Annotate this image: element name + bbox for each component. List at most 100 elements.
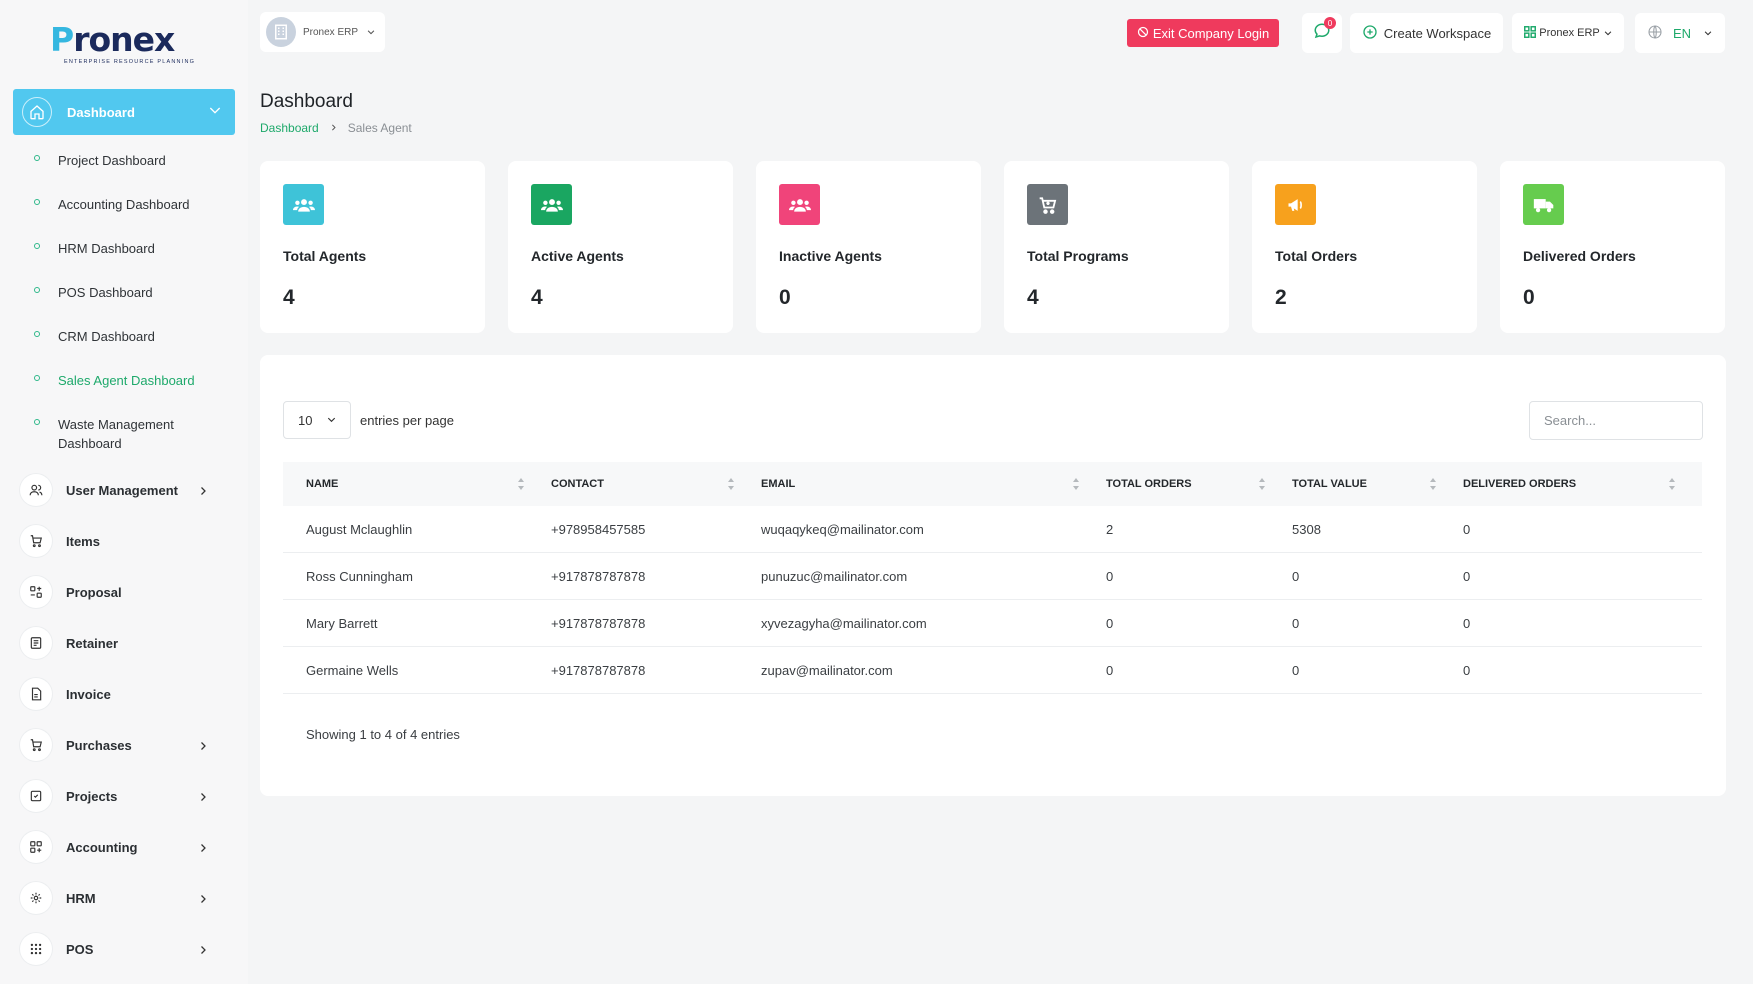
bullet-icon <box>34 331 40 337</box>
sidebar-item-invoice[interactable]: Invoice <box>20 677 235 711</box>
chevron-down-icon <box>1703 26 1713 41</box>
sidebar-item-pos[interactable]: POS <box>20 932 235 966</box>
sort-icon[interactable] <box>517 477 525 496</box>
create-workspace-button[interactable]: Create Workspace <box>1350 13 1503 53</box>
breadcrumb-link-dashboard[interactable]: Dashboard <box>260 121 319 135</box>
stat-card-total-orders: Total Orders 2 <box>1252 161 1477 333</box>
sidebar-item-label: Purchases <box>66 737 132 753</box>
sidebar-subitem-label: Project Dashboard <box>58 153 166 168</box>
sidebar-subitem-label: POS Dashboard <box>58 285 153 300</box>
users-icon <box>20 474 52 506</box>
sidebar-item-proposal[interactable]: Proposal <box>20 575 235 609</box>
users-icon <box>283 184 324 225</box>
table-row: August Mclaughlin +978958457585 wuqaqyke… <box>283 506 1702 553</box>
sidebar-item-hrm[interactable]: HRM <box>20 881 235 915</box>
column-header-name[interactable]: NAME <box>306 462 338 506</box>
sidebar-subitem-project-dashboard[interactable]: Project Dashboard <box>34 151 218 170</box>
bullet-icon <box>34 375 40 381</box>
chevron-right-icon <box>197 892 209 910</box>
column-header-label: DELIVERED ORDERS <box>1463 478 1577 490</box>
table-row: Mary Barrett +917878787878 xyvezagyha@ma… <box>283 600 1702 647</box>
cart-icon <box>1027 184 1068 225</box>
stat-value: 4 <box>283 286 295 309</box>
sidebar-subitem-accounting-dashboard[interactable]: Accounting Dashboard <box>34 195 218 214</box>
bullet-icon <box>34 199 40 205</box>
cell-total-orders: 0 <box>1106 663 1114 678</box>
cell-contact: +917878787878 <box>551 569 646 584</box>
column-header-total-orders[interactable]: TOTAL ORDERS <box>1106 462 1192 506</box>
invoice-icon <box>20 678 52 710</box>
column-header-label: TOTAL ORDERS <box>1106 478 1192 490</box>
sidebar-subitem-crm-dashboard[interactable]: CRM Dashboard <box>34 327 218 346</box>
company-name: Pronex ERP <box>303 26 359 38</box>
sort-icon[interactable] <box>1429 477 1437 496</box>
column-header-label: NAME <box>306 478 339 490</box>
sidebar-item-purchases[interactable]: Purchases <box>20 728 235 762</box>
column-header-email[interactable]: EMAIL <box>761 462 795 506</box>
sidebar-item-accounting[interactable]: Accounting <box>20 830 235 864</box>
sidebar-item-user-management[interactable]: User Management <box>20 473 235 507</box>
chevron-right-icon <box>197 790 209 808</box>
sort-icon[interactable] <box>1668 477 1676 496</box>
company-selector[interactable]: Pronex ERP <box>260 12 385 52</box>
notification-count-badge: 0 <box>1324 17 1336 29</box>
sidebar-item-label: Proposal <box>66 584 122 600</box>
sidebar-item-dashboard[interactable]: Dashboard <box>13 89 235 135</box>
chevron-right-icon <box>197 484 209 502</box>
cell-total-orders: 0 <box>1106 616 1114 631</box>
bullet-icon <box>34 419 40 425</box>
sidebar-subitem-hrm-dashboard[interactable]: HRM Dashboard <box>34 239 218 258</box>
sidebar-subitem-label: HRM Dashboard <box>58 241 155 256</box>
plus-circle-icon <box>1362 24 1378 43</box>
entries-per-page-select[interactable]: 10 <box>283 401 351 439</box>
bullet-icon <box>34 155 40 161</box>
sidebar-item-projects[interactable]: Projects <box>20 779 235 813</box>
sidebar-item-label: Retainer <box>66 635 119 651</box>
cell-name: Germaine Wells <box>306 663 399 678</box>
sidebar-item-label: User Management <box>66 482 178 498</box>
table-search-input[interactable] <box>1529 401 1703 440</box>
column-header-total-value[interactable]: TOTAL VALUE <box>1292 462 1367 506</box>
stat-card-total-agents: Total Agents 4 <box>260 161 485 333</box>
cell-total-value: 0 <box>1292 569 1300 584</box>
messages-button[interactable]: 0 <box>1302 13 1342 53</box>
stat-title: Total Orders <box>1275 248 1358 264</box>
sidebar-item-items[interactable]: Items <box>20 524 235 558</box>
workspace-selector[interactable]: Pronex ERP <box>1512 13 1624 53</box>
grid-icon <box>20 831 52 863</box>
sidebar-subitem-waste-management-dashboard[interactable]: Waste Management Dashboard <box>34 415 218 453</box>
stat-card-active-agents: Active Agents 4 <box>508 161 733 333</box>
table-row: Ross Cunningham +917878787878 punuzuc@ma… <box>283 553 1702 600</box>
column-header-label: CONTACT <box>551 478 604 490</box>
column-header-label: TOTAL VALUE <box>1292 478 1367 490</box>
cell-name: August Mclaughlin <box>306 522 413 537</box>
column-header-label: EMAIL <box>761 478 796 490</box>
cell-delivered-orders: 0 <box>1463 522 1471 537</box>
cell-email: zupav@mailinator.com <box>761 663 893 678</box>
table-row: Germaine Wells +917878787878 zupav@maili… <box>283 647 1702 694</box>
sort-icon[interactable] <box>727 477 735 496</box>
language-selector[interactable]: EN <box>1635 13 1725 53</box>
column-header-delivered-orders[interactable]: DELIVERED ORDERS <box>1463 462 1576 506</box>
bullet-icon <box>34 287 40 293</box>
sidebar-subitem-pos-dashboard[interactable]: POS Dashboard <box>34 283 218 302</box>
sidebar-item-retainer[interactable]: Retainer <box>20 626 235 660</box>
megaphone-icon <box>1275 184 1316 225</box>
sidebar-item-label: Projects <box>66 788 118 804</box>
cell-delivered-orders: 0 <box>1463 663 1471 678</box>
exit-company-login-button[interactable]: Exit Company Login <box>1127 19 1279 47</box>
logo-text: Pronex <box>50 20 175 59</box>
sidebar-subitem-sales-agent-dashboard[interactable]: Sales Agent Dashboard <box>34 371 218 390</box>
sort-icon[interactable] <box>1258 477 1266 496</box>
column-header-contact[interactable]: CONTACT <box>551 462 604 506</box>
chevron-right-icon <box>197 841 209 859</box>
sidebar-subitem-label: Waste Management Dashboard <box>58 417 174 451</box>
logo-letter: P <box>50 20 74 59</box>
cart-icon <box>20 525 52 557</box>
stat-value: 2 <box>1275 286 1287 309</box>
sort-icon[interactable] <box>1072 477 1080 496</box>
brand-logo[interactable]: Pronex ENTERPRISE RESOURCE PLANNING <box>50 18 194 68</box>
table-info: Showing 1 to 4 of 4 entries <box>306 727 460 742</box>
table-header: NAME CONTACT EMAIL TOTAL ORDERS TOTAL VA… <box>283 462 1702 506</box>
stat-title: Active Agents <box>531 248 624 264</box>
